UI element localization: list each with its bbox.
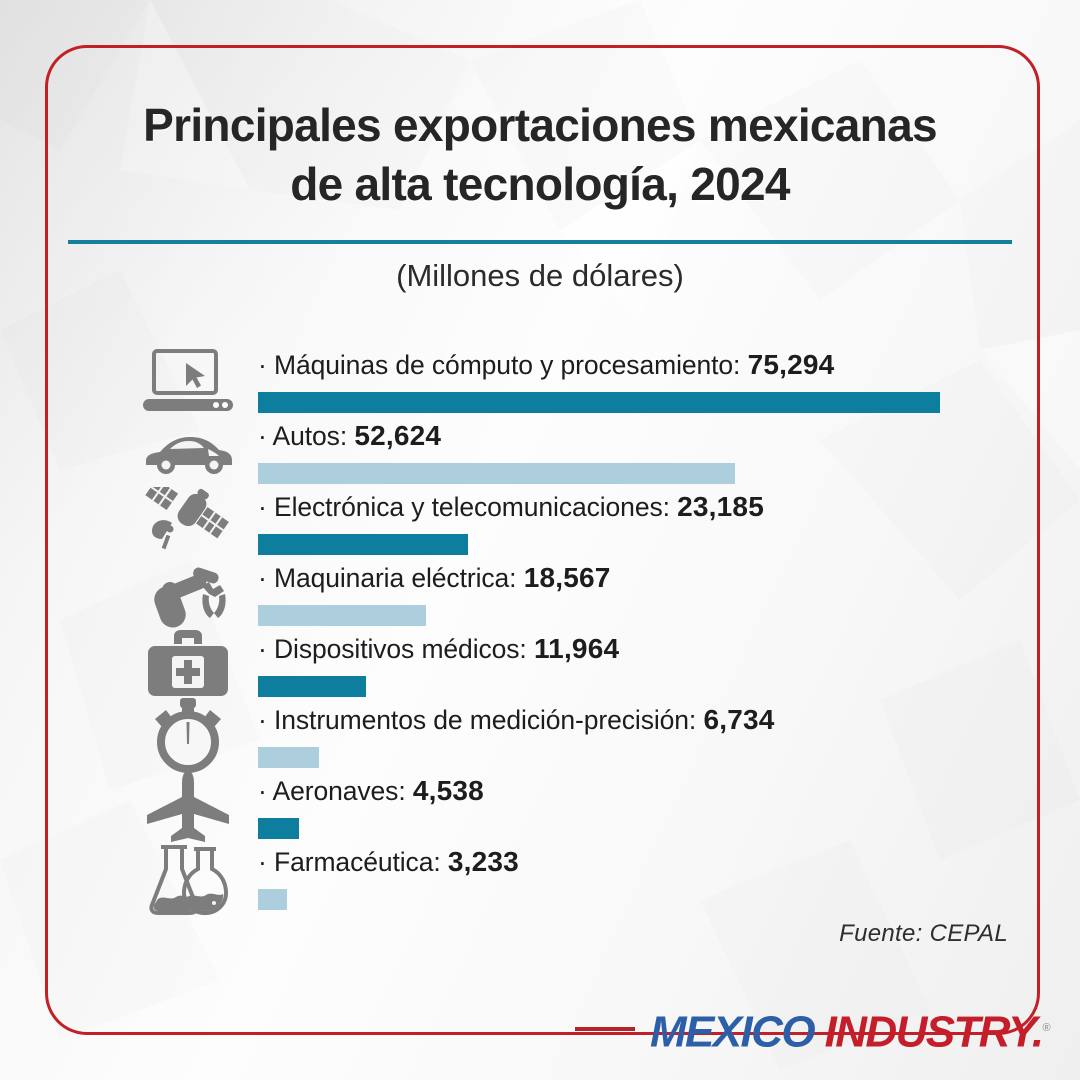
bar-area: · Autos: 52,624 bbox=[258, 416, 1080, 487]
bullet-marker: · bbox=[258, 492, 267, 522]
category-value: 6,734 bbox=[703, 704, 775, 735]
chart-row: · Máquinas de cómputo y procesamiento: 7… bbox=[0, 345, 1080, 416]
car-icon bbox=[132, 416, 244, 487]
row-label: · Farmacéutica: 3,233 bbox=[258, 846, 519, 878]
label-colon: : bbox=[688, 705, 704, 735]
logo-dash bbox=[575, 1027, 635, 1031]
row-label: · Máquinas de cómputo y procesamiento: 7… bbox=[258, 349, 834, 381]
bar-area: · Máquinas de cómputo y procesamiento: 7… bbox=[258, 345, 1080, 416]
bullet-marker: · bbox=[258, 705, 267, 735]
chart-row: · Aeronaves: 4,538 bbox=[0, 770, 1080, 842]
value-bar bbox=[258, 463, 735, 484]
value-bar bbox=[258, 534, 468, 555]
category-value: 11,964 bbox=[533, 633, 620, 664]
bullet-marker: · bbox=[258, 847, 267, 877]
computer-icon bbox=[132, 345, 244, 416]
logo-industry-text: INDUSTRY bbox=[824, 1007, 1034, 1057]
category-name: Farmacéutica bbox=[274, 847, 434, 877]
title-line-1: Principales exportaciones mexicanas bbox=[143, 99, 937, 151]
row-label: · Electrónica y telecomunicaciones: 23,1… bbox=[258, 491, 764, 523]
label-colon: : bbox=[398, 776, 413, 806]
logo-wordmark: MEXICO INDUSTRY.® bbox=[650, 1000, 1051, 1061]
subtitle: (Millones de dólares) bbox=[396, 258, 684, 293]
satellite-icon bbox=[132, 486, 244, 558]
brand-logo: MEXICO INDUSTRY.® bbox=[0, 1000, 1080, 1062]
bullet-marker: · bbox=[258, 563, 267, 593]
value-bar bbox=[258, 392, 940, 413]
chart-row: · Instrumentos de medición-precisión: 6,… bbox=[0, 697, 1080, 773]
title-divider bbox=[68, 240, 1012, 244]
category-name: Maquinaria eléctrica bbox=[274, 563, 510, 593]
category-value: 4,538 bbox=[412, 775, 484, 806]
category-name: Dispositivos médicos bbox=[274, 634, 520, 664]
bullet-marker: · bbox=[258, 421, 267, 451]
label-colon: : bbox=[662, 492, 678, 522]
bullet-marker: · bbox=[258, 776, 267, 806]
category-name: Máquinas de cómputo y procesamiento bbox=[274, 350, 734, 380]
page-title: Principales exportaciones mexicanas de a… bbox=[68, 96, 1012, 214]
chart-row: · Farmacéutica: 3,233 bbox=[0, 842, 1080, 915]
value-bar bbox=[258, 676, 366, 697]
category-name: Autos bbox=[272, 421, 340, 451]
bar-area: · Aeronaves: 4,538 bbox=[258, 771, 1080, 842]
logo-mexico-text: MEXICO bbox=[650, 1007, 816, 1057]
chart-row: · Maquinaria eléctrica: 18,567 bbox=[0, 558, 1080, 629]
robot-arm-icon bbox=[132, 558, 244, 629]
chart-row: · Autos: 52,624 bbox=[0, 416, 1080, 487]
category-name: Aeronaves bbox=[272, 776, 399, 806]
value-bar bbox=[258, 747, 319, 768]
chart-rows: · Máquinas de cómputo y procesamiento: 7… bbox=[0, 345, 1080, 915]
bar-area: · Maquinaria eléctrica: 18,567 bbox=[258, 558, 1080, 629]
bar-area: · Electrónica y telecomunicaciones: 23,1… bbox=[258, 487, 1080, 558]
chart-row: · Dispositivos médicos: 11,964 bbox=[0, 629, 1080, 700]
label-colon: : bbox=[519, 634, 534, 664]
category-value: 23,185 bbox=[677, 491, 764, 522]
value-bar bbox=[258, 605, 426, 626]
bullet-marker: · bbox=[258, 634, 267, 664]
bar-area: · Instrumentos de medición-precisión: 6,… bbox=[258, 700, 1080, 771]
row-label: · Dispositivos médicos: 11,964 bbox=[258, 633, 619, 665]
row-label: · Autos: 52,624 bbox=[258, 420, 441, 452]
category-value: 18,567 bbox=[523, 562, 611, 593]
category-name: Electrónica y telecomunicaciones bbox=[274, 492, 663, 522]
label-colon: : bbox=[433, 847, 448, 877]
label-colon: : bbox=[509, 563, 524, 593]
category-name: Instrumentos de medición-precisión bbox=[274, 705, 689, 735]
card-border bbox=[45, 45, 1040, 1035]
logo-dot: . bbox=[1031, 1007, 1044, 1057]
row-label: · Instrumentos de medición-precisión: 6,… bbox=[258, 704, 775, 736]
title-line-2: de alta tecnología, 2024 bbox=[290, 157, 790, 210]
value-bar bbox=[258, 818, 299, 839]
chart-row: · Electrónica y telecomunicaciones: 23,1… bbox=[0, 486, 1080, 558]
label-colon: : bbox=[733, 350, 748, 380]
bullet-marker: · bbox=[258, 350, 267, 380]
bar-area: · Farmacéutica: 3,233 bbox=[258, 842, 1080, 913]
row-label: · Aeronaves: 4,538 bbox=[258, 775, 484, 807]
row-label: · Maquinaria eléctrica: 18,567 bbox=[258, 562, 611, 594]
source-note: Fuente: CEPAL bbox=[839, 920, 1008, 947]
category-value: 52,624 bbox=[354, 420, 442, 451]
logo-registered-mark: ® bbox=[1042, 1022, 1051, 1034]
bar-area: · Dispositivos médicos: 11,964 bbox=[258, 629, 1080, 700]
category-value: 3,233 bbox=[447, 846, 519, 877]
label-colon: : bbox=[339, 421, 355, 451]
category-value: 75,294 bbox=[747, 349, 835, 380]
airplane-icon bbox=[132, 770, 244, 842]
medical-kit-icon bbox=[132, 629, 244, 700]
value-bar bbox=[258, 889, 287, 910]
stopwatch-icon bbox=[132, 697, 244, 773]
flask-icon bbox=[132, 842, 244, 915]
